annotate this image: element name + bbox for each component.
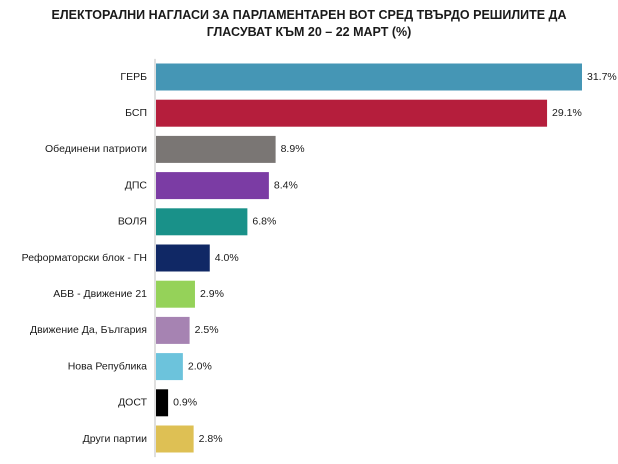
chart-title-line-1: ЕЛЕКТОРАЛНИ НАГЛАСИ ЗА ПАРЛАМЕНТАРЕН ВОТ… xyxy=(51,8,567,22)
category-label: Движение Да, България xyxy=(30,324,147,336)
bar xyxy=(156,244,210,272)
bar xyxy=(156,316,190,344)
category-label: ДОСТ xyxy=(118,397,148,409)
value-label: 6.8% xyxy=(252,216,276,228)
bar xyxy=(156,389,169,417)
category-label: БСП xyxy=(125,107,147,119)
category-label: АБВ - Движение 21 xyxy=(53,288,147,300)
chart-title-line-2: ГЛАСУВАТ КЪМ 20 – 22 МАРТ (%) xyxy=(206,25,412,39)
value-label: 2.9% xyxy=(200,288,224,300)
bar xyxy=(156,208,248,236)
bar xyxy=(156,425,194,453)
value-label: 29.1% xyxy=(552,107,582,119)
value-label: 4.0% xyxy=(215,252,239,264)
bar xyxy=(156,135,276,163)
category-label: ДПС xyxy=(125,179,148,191)
category-label: Реформаторски блок - ГН xyxy=(22,252,147,264)
value-label: 0.9% xyxy=(173,397,197,409)
bar xyxy=(156,63,582,91)
value-label: 2.8% xyxy=(199,433,223,445)
value-label: 8.9% xyxy=(281,143,305,155)
value-label: 2.5% xyxy=(195,324,219,336)
value-label: 2.0% xyxy=(188,360,212,372)
bar xyxy=(156,353,183,381)
category-label: Нова Република xyxy=(68,360,147,372)
bar-rows: ГЕРБ 31.7% БСП 29.1% Обединени патриоти 8.9% Д… xyxy=(22,63,617,453)
value-label: 8.4% xyxy=(274,179,298,191)
category-label: ВОЛЯ xyxy=(118,216,147,228)
value-label: 31.7% xyxy=(587,71,617,83)
category-label: ГЕРБ xyxy=(120,71,147,83)
category-label: Други партии xyxy=(83,433,148,445)
category-label: Обединени патриоти xyxy=(45,143,147,155)
chart-title: ЕЛЕКТОРАЛНИ НАГЛАСИ ЗА ПАРЛАМЕНТАРЕН ВОТ… xyxy=(0,7,618,41)
bar xyxy=(156,172,269,200)
bar xyxy=(156,99,548,127)
bar xyxy=(156,280,195,308)
